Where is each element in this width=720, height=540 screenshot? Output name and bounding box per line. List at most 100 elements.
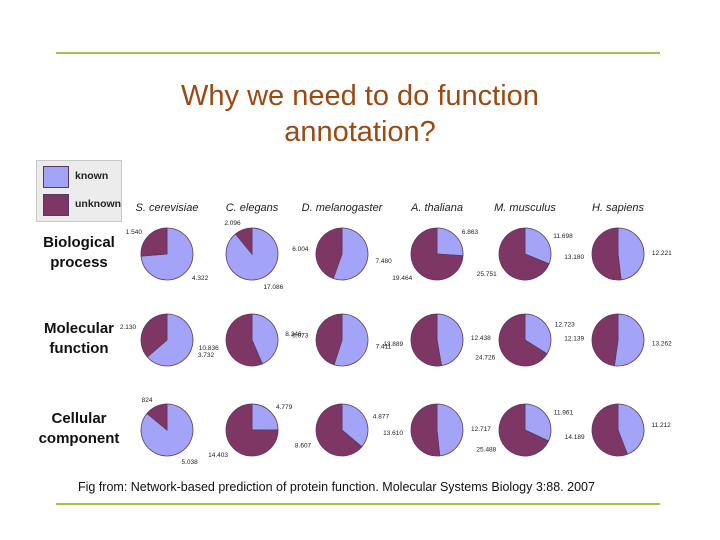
pie-cellular-component-a-thaliana [410, 403, 464, 457]
legend-label-unknown: unknown [75, 198, 122, 210]
row-label-molecular-function-line-2: function [49, 340, 108, 357]
pie-label-unknown-cellular-component-s-cerevisiae: 824 [142, 397, 153, 404]
species-header-c-elegans: C. elegans [226, 202, 279, 214]
legend-item-unknown: unknown [43, 194, 121, 216]
pie-biological-process-h-sapiens [591, 227, 645, 281]
pie-slice-unknown-cellular-component-m-musculus [498, 403, 550, 457]
row-label-biological-process-line-1: Biological [43, 234, 115, 251]
pie-label-known-cellular-component-a-thaliana: 12.717 [471, 426, 491, 433]
pie-slice-unknown-molecular-function-d-melanogaster [315, 313, 343, 366]
pie-molecular-function-d-melanogaster [315, 313, 369, 367]
pie-molecular-function-s-cerevisiae [140, 313, 194, 367]
pie-label-known-cellular-component-s-cerevisiae: 5.038 [182, 459, 199, 466]
pie-slice-known-molecular-function-a-thaliana [436, 313, 464, 367]
bottom-rule [56, 503, 660, 505]
pie-cellular-component-m-musculus [498, 403, 552, 457]
pie-label-unknown-molecular-function-h-sapiens: 12.139 [564, 336, 584, 343]
figure-caption: Fig from: Network-based prediction of pr… [78, 480, 595, 494]
species-header-a-thaliana: A. thaliana [410, 202, 463, 214]
pie-slice-unknown-molecular-function-h-sapiens [591, 313, 619, 367]
legend-item-known: known [43, 166, 121, 188]
pie-cellular-component-s-cerevisiae [140, 403, 194, 457]
pie-slice-unknown-cellular-component-c-elegans [225, 403, 279, 457]
pie-label-known-cellular-component-h-sapiens: 11.212 [651, 422, 671, 429]
pie-label-unknown-molecular-function-d-melanogaster: 6.073 [292, 333, 309, 340]
pie-slice-unknown-molecular-function-c-elegans [225, 313, 263, 367]
pie-slice-known-molecular-function-h-sapiens [613, 313, 645, 367]
pie-label-known-biological-process-d-melanogaster: 7.480 [376, 258, 393, 265]
pie-label-unknown-molecular-function-m-musculus: 24.726 [475, 354, 495, 361]
pie-cellular-component-c-elegans [225, 403, 279, 457]
pie-label-unknown-biological-process-s-cerevisiae: 1.540 [126, 229, 143, 236]
pie-slice-known-cellular-component-d-melanogaster [341, 403, 369, 448]
species-header-m-musculus: M. musculus [494, 202, 556, 214]
pie-molecular-function-a-thaliana [410, 313, 464, 367]
legend-swatch-known [43, 166, 69, 188]
row-label-cellular-component-line-2: component [39, 430, 120, 447]
pie-slice-known-biological-process-d-melanogaster [332, 227, 369, 281]
pie-slice-unknown-molecular-function-s-cerevisiae [140, 313, 168, 358]
pie-label-unknown-cellular-component-a-thaliana: 13.610 [383, 430, 403, 437]
pie-slice-known-molecular-function-s-cerevisiae [146, 313, 194, 367]
pie-label-known-cellular-component-m-musculus: 11.961 [554, 410, 574, 417]
pie-label-unknown-cellular-component-c-elegans: 14.403 [208, 452, 228, 459]
pie-label-known-cellular-component-d-melanogaster: 4.877 [373, 414, 390, 421]
pie-slice-known-cellular-component-c-elegans [251, 403, 279, 431]
pie-biological-process-c-elegans [225, 227, 279, 281]
pie-label-known-biological-process-s-cerevisiae: 4.322 [192, 275, 209, 282]
pie-label-known-biological-process-a-thaliana: 6.863 [462, 229, 479, 236]
pie-label-unknown-biological-process-c-elegans: 2.096 [224, 220, 241, 227]
pie-slice-unknown-biological-process-h-sapiens [591, 227, 622, 281]
pie-label-known-molecular-function-c-elegans: 8.346 [285, 331, 302, 338]
pie-label-known-molecular-function-m-musculus: 12.723 [555, 322, 575, 329]
pie-slice-unknown-molecular-function-a-thaliana [410, 313, 442, 367]
pie-slice-unknown-cellular-component-s-cerevisiae [146, 403, 168, 431]
pie-biological-process-s-cerevisiae [140, 227, 194, 281]
pie-cellular-component-h-sapiens [591, 403, 645, 457]
pie-slice-unknown-biological-process-m-musculus [498, 227, 550, 281]
species-header-s-cerevisiae: S. cerevisiae [136, 202, 199, 214]
pie-biological-process-a-thaliana [410, 227, 464, 281]
pie-label-unknown-biological-process-h-sapiens: 13.180 [564, 254, 584, 261]
pie-label-unknown-cellular-component-d-melanogaster: 8.607 [295, 442, 312, 449]
pie-molecular-function-c-elegans [225, 313, 279, 367]
pie-slice-unknown-molecular-function-m-musculus [498, 313, 548, 367]
pie-label-known-molecular-function-h-sapiens: 13.262 [652, 340, 672, 347]
pie-label-unknown-molecular-function-s-cerevisiae: 2.130 [120, 324, 137, 331]
species-header-h-sapiens: H. sapiens [592, 202, 644, 214]
pie-label-unknown-cellular-component-h-sapiens: 14.189 [565, 434, 585, 441]
pie-slice-unknown-cellular-component-a-thaliana [410, 403, 441, 457]
pie-slice-unknown-biological-process-s-cerevisiae [140, 227, 168, 257]
pie-slice-known-molecular-function-c-elegans [251, 313, 279, 365]
pie-molecular-function-h-sapiens [591, 313, 645, 367]
pie-cellular-component-d-melanogaster [315, 403, 369, 457]
legend-swatch-unknown [43, 194, 69, 216]
slide-title: Why we need to do function annotation? [0, 78, 720, 150]
pie-label-known-biological-process-m-musculus: 11.698 [553, 233, 573, 240]
pie-slice-unknown-biological-process-d-melanogaster [315, 227, 343, 279]
top-rule [56, 52, 660, 54]
slide-title-line-1: Why we need to do function [181, 80, 539, 112]
legend-label-known: known [75, 170, 109, 182]
pie-label-unknown-biological-process-m-musculus: 25.751 [477, 271, 497, 278]
pie-biological-process-d-melanogaster [315, 227, 369, 281]
row-label-molecular-function-line-1: Molecular [44, 320, 114, 337]
pie-slice-known-molecular-function-d-melanogaster [333, 313, 369, 367]
pie-label-known-cellular-component-c-elegans: 4.779 [276, 404, 293, 411]
pie-slice-known-biological-process-a-thaliana [436, 227, 464, 257]
row-label-biological-process-line-2: process [50, 254, 108, 271]
slide-title-line-2: annotation? [284, 116, 436, 148]
pie-label-known-molecular-function-s-cerevisiae: 3.732 [198, 352, 215, 359]
pie-label-known-molecular-function-d-melanogaster: 7.411 [376, 343, 392, 350]
pie-slice-unknown-cellular-component-h-sapiens [591, 403, 628, 457]
pie-label-unknown-molecular-function-c-elegans: 10.836 [199, 345, 219, 352]
chart-legend: known unknown [36, 160, 122, 222]
pie-label-known-molecular-function-a-thaliana: 12.438 [471, 335, 491, 342]
row-label-cellular-component-line-1: Cellular [51, 410, 106, 427]
pie-label-known-biological-process-h-sapiens: 12.221 [652, 250, 672, 257]
pie-slice-unknown-biological-process-c-elegans [234, 227, 253, 256]
pie-label-known-biological-process-c-elegans: 17.086 [263, 284, 283, 291]
pie-label-unknown-molecular-function-a-thaliana: 13.889 [383, 341, 403, 348]
species-header-d-melanogaster: D. melanogaster [302, 202, 384, 214]
